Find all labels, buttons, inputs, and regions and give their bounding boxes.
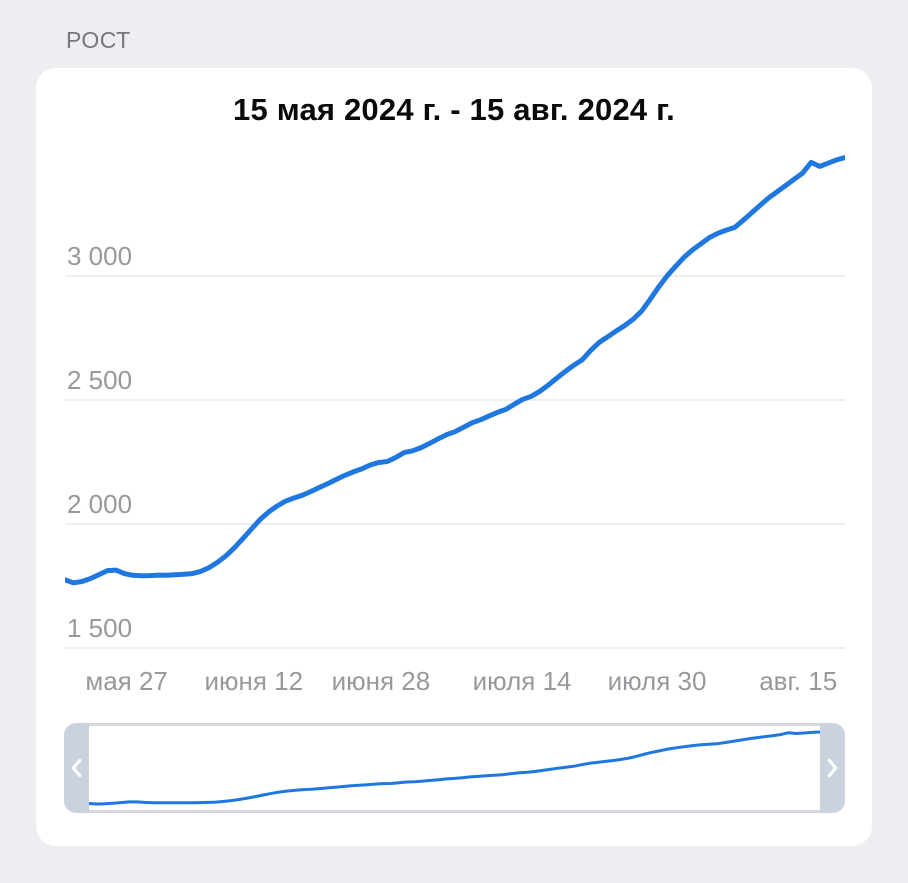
data-series-line — [65, 155, 845, 586]
y-axis-label: 3 000 — [67, 241, 132, 271]
chevron-right-icon — [827, 758, 838, 778]
y-axis-label: 2 500 — [67, 365, 132, 395]
range-handle-left[interactable] — [64, 723, 89, 813]
x-axis-label: июня 28 — [331, 666, 431, 696]
chart-canvas: 3 000 2 500 2 000 1 500 — [65, 155, 845, 649]
section-title: РОСТ — [66, 27, 131, 53]
x-axis: мая 27 июня 12 июня 28 июля 14 июля 30 авг. 1… — [65, 666, 845, 702]
y-axis-label: 2 000 — [67, 489, 132, 519]
x-axis-label: мая 27 — [85, 666, 168, 696]
x-axis-label: авг. 15 — [759, 666, 838, 696]
chart-title: 15 мая 2024 г. - 15 авг. 2024 г. — [233, 92, 675, 127]
line-chart-plot: 3 000 2 500 2 000 1 500 — [65, 149, 845, 659]
x-axis-label: июня 12 — [204, 666, 304, 696]
range-handle-right[interactable] — [820, 723, 845, 813]
minimap-canvas — [89, 730, 820, 806]
range-selector[interactable] — [64, 723, 845, 813]
chevron-left-icon — [71, 758, 82, 778]
minimap-series-line — [89, 730, 820, 806]
y-axis-label: 1 500 — [67, 613, 132, 643]
range-window[interactable] — [89, 723, 820, 813]
x-axis-label: июля 30 — [607, 666, 707, 696]
growth-chart-card: 15 мая 2024 г. - 15 авг. 2024 г. 3 000 2 … — [36, 68, 872, 846]
x-axis-label: июля 14 — [472, 666, 572, 696]
